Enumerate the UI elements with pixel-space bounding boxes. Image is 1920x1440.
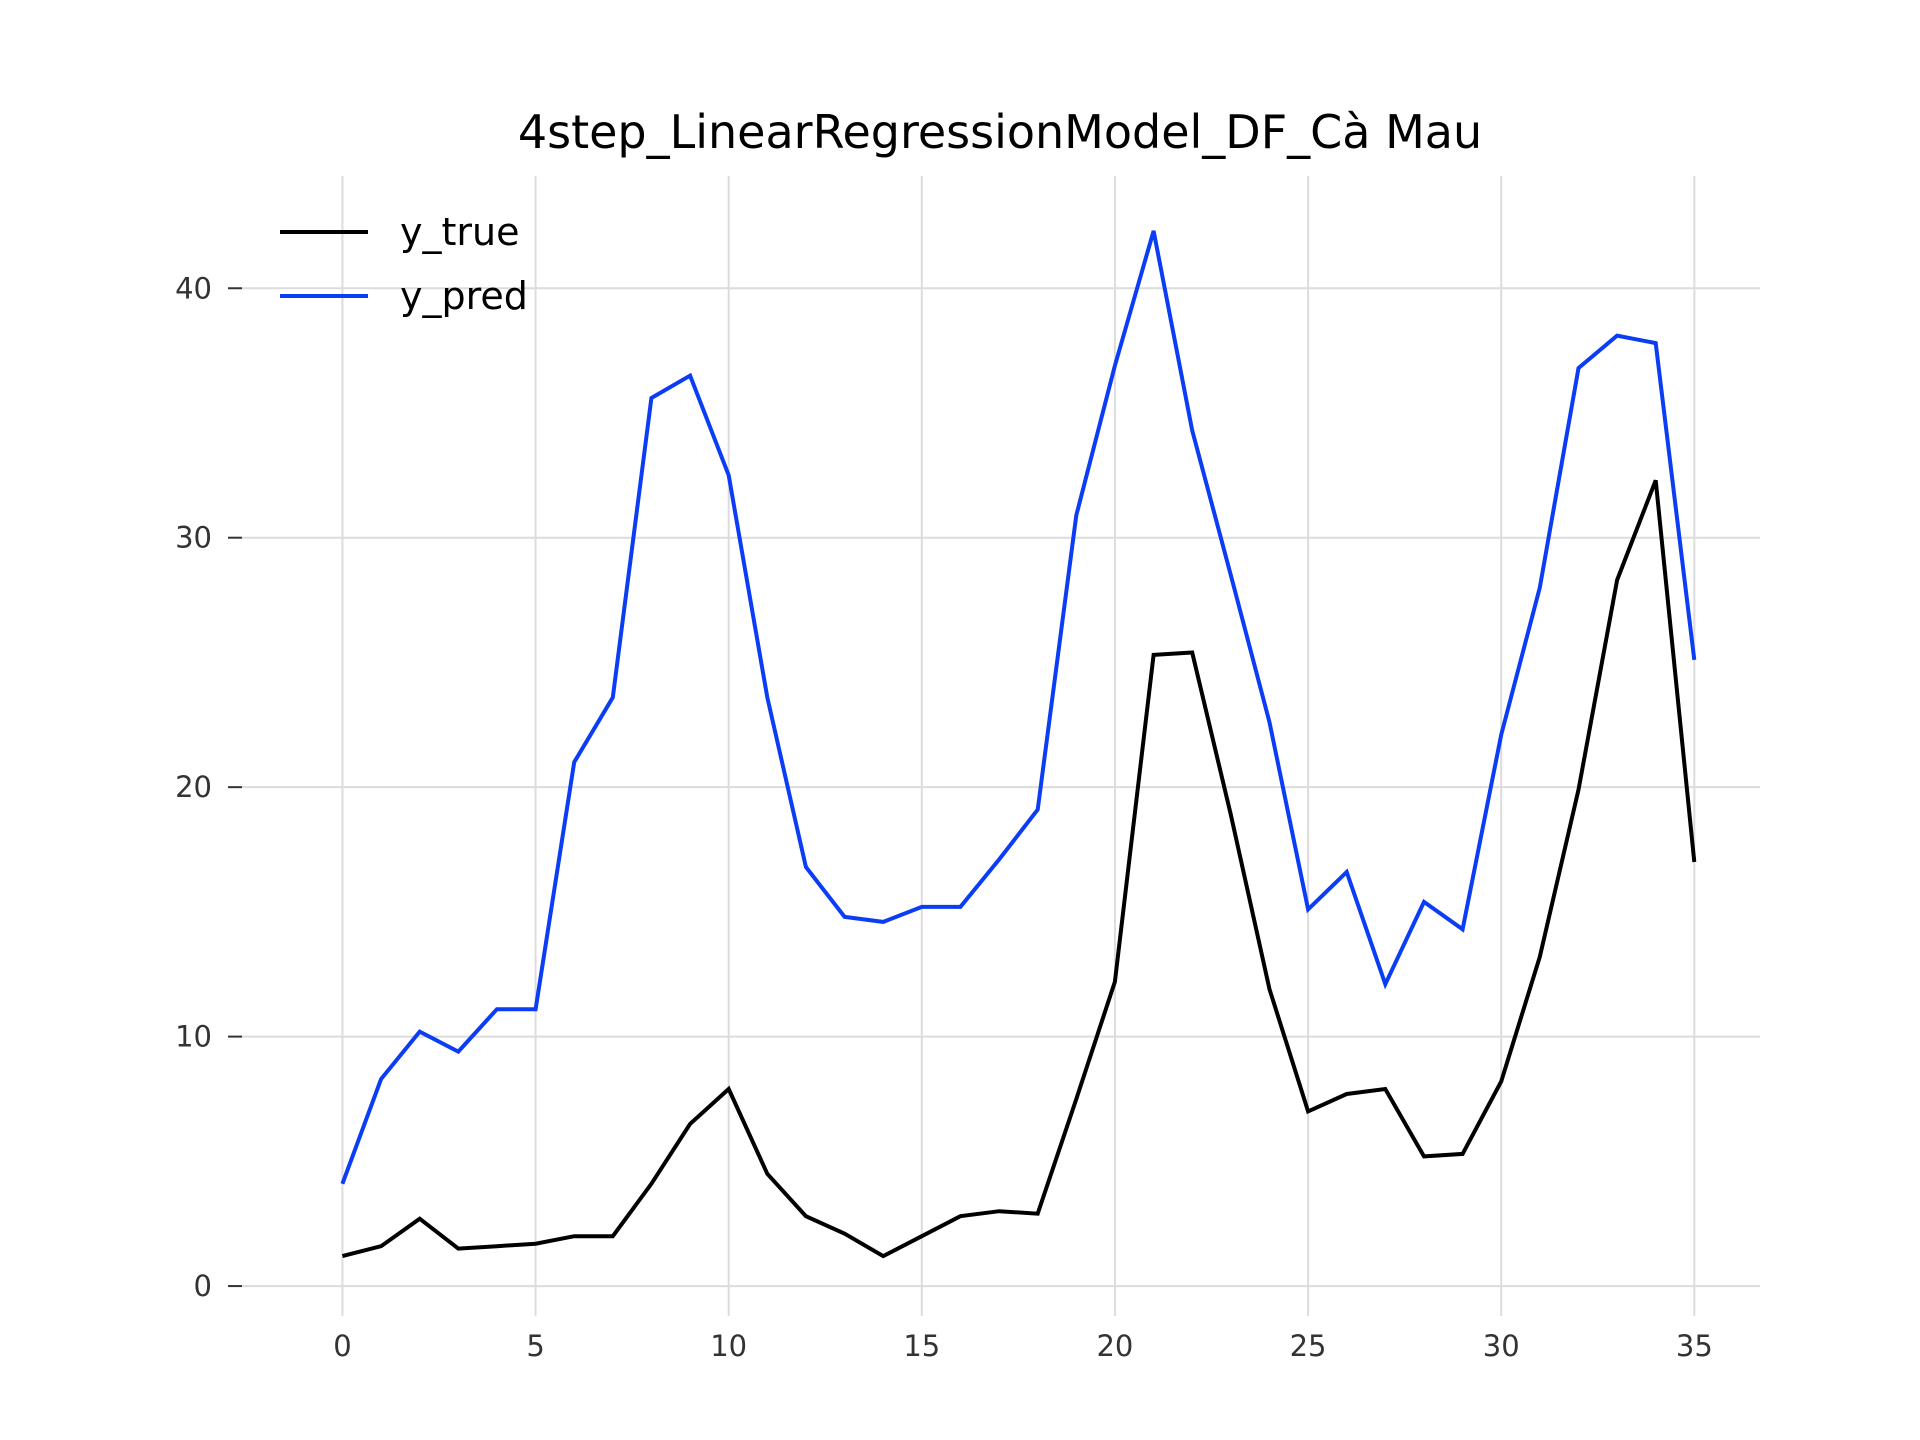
x-tick-label: 25 [1290, 1329, 1327, 1363]
series-line-y-true [341, 479, 1697, 1259]
x-tick-label: 0 [333, 1329, 351, 1363]
y-tick-label: 20 [175, 770, 212, 804]
grid [242, 176, 1760, 1316]
legend-label-y-true: y_true [400, 210, 519, 254]
legend-label-y-pred: y_pred [400, 274, 528, 318]
chart-title: 4step_LinearRegressionModel_DF_Cà Mau [518, 105, 1482, 159]
x-tick-label: 35 [1676, 1329, 1713, 1363]
series-line-y-pred [340, 230, 1697, 1185]
x-tick-label: 5 [526, 1329, 544, 1363]
x-tick-label: 15 [903, 1329, 940, 1363]
y-tick-label: 0 [194, 1269, 212, 1303]
y-tick-label: 10 [175, 1020, 212, 1054]
y-tick-label: 30 [175, 521, 212, 555]
series-lines [340, 230, 1697, 1259]
x-tick-label: 30 [1483, 1329, 1520, 1363]
axes: 0 5 10 15 20 25 30 35 0 10 20 30 40 [175, 271, 1713, 1363]
y-tick-label: 40 [175, 271, 212, 305]
x-tick-label: 10 [710, 1329, 747, 1363]
legend: y_true y_pred [280, 210, 528, 318]
x-tick-label: 20 [1096, 1329, 1133, 1363]
